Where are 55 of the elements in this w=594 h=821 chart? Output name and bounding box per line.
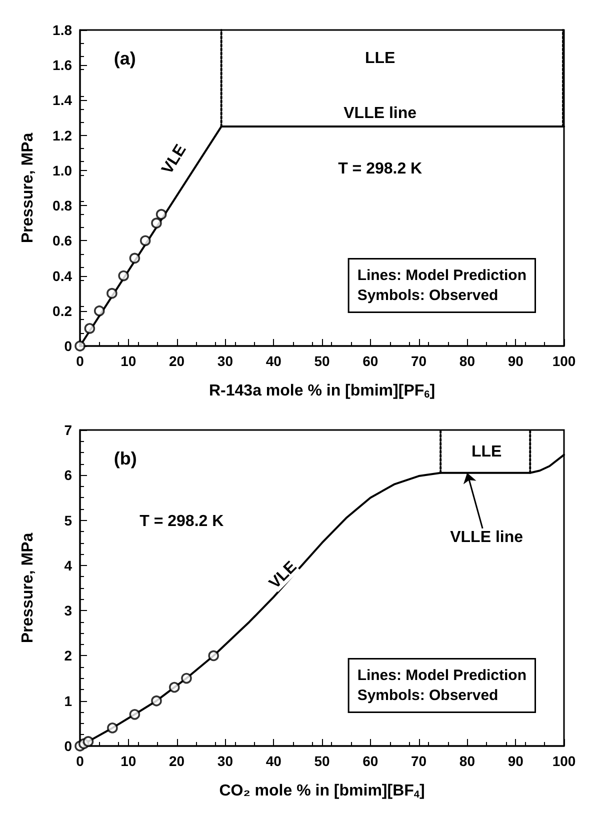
annotation: VLE bbox=[266, 558, 301, 592]
y-axis-title: Pressure, MPa bbox=[20, 532, 36, 644]
x-tick-label: 100 bbox=[552, 753, 576, 769]
x-tick-label: 90 bbox=[508, 753, 524, 769]
x-tick-label: 50 bbox=[314, 753, 330, 769]
y-tick-label: 1.6 bbox=[52, 57, 72, 74]
y-tick-label: 6 bbox=[64, 467, 72, 484]
y-tick-label: 0 bbox=[64, 738, 72, 754]
annotation: (b) bbox=[114, 448, 137, 468]
x-tick-label: 40 bbox=[266, 753, 282, 769]
annotation: Symbols: Observed bbox=[357, 687, 498, 704]
x-tick-label: 0 bbox=[76, 353, 84, 369]
x-tick-label: 50 bbox=[314, 353, 330, 369]
y-tick-label: 0.8 bbox=[52, 198, 72, 214]
x-tick-label: 30 bbox=[217, 753, 234, 769]
y-axis-title: Pressure, MPa bbox=[20, 132, 36, 244]
annotation: Lines: Model Prediction bbox=[357, 267, 527, 284]
y-tick-label: 0 bbox=[64, 338, 72, 354]
y-tick-label: 3 bbox=[64, 602, 72, 619]
annotation: LLE bbox=[471, 444, 502, 461]
y-tick-label: 7 bbox=[64, 422, 72, 438]
annotation: T = 298.2 K bbox=[338, 160, 423, 178]
y-tick-label: 1.4 bbox=[52, 92, 72, 108]
y-tick-label: 1.2 bbox=[52, 127, 72, 144]
annotation: VLLE line bbox=[344, 105, 417, 122]
x-tick-label: 90 bbox=[508, 353, 524, 369]
y-tick-label: 0.2 bbox=[52, 302, 72, 319]
x-tick-label: 30 bbox=[217, 353, 234, 369]
y-tick-label: 2 bbox=[64, 648, 72, 664]
x-tick-label: 40 bbox=[266, 353, 282, 369]
annotation: Symbols: Observed bbox=[357, 287, 498, 304]
annotation: T = 298.2 K bbox=[140, 513, 224, 530]
y-tick-label: 4 bbox=[64, 557, 72, 574]
x-tick-label: 100 bbox=[552, 353, 576, 369]
y-tick-label: 1.0 bbox=[52, 162, 72, 178]
x-tick-label: 20 bbox=[169, 753, 185, 769]
x-tick-label: 20 bbox=[169, 353, 185, 369]
annotation: (a) bbox=[114, 48, 136, 68]
y-tick-label: 1.8 bbox=[52, 22, 72, 38]
x-tick-label: 10 bbox=[120, 353, 136, 369]
x-tick-label: 0 bbox=[76, 753, 84, 769]
x-tick-label: 60 bbox=[362, 353, 378, 369]
x-tick-label: 60 bbox=[362, 753, 378, 769]
annotation: LLE bbox=[364, 50, 396, 67]
y-tick-label: 0.4 bbox=[52, 268, 72, 284]
y-tick-label: 1 bbox=[64, 692, 72, 709]
x-tick-label: 70 bbox=[411, 353, 427, 369]
x-tick-label: 80 bbox=[459, 353, 476, 369]
y-tick-label: 0.6 bbox=[52, 232, 72, 249]
x-tick-label: 70 bbox=[411, 753, 427, 769]
x-tick-label: 10 bbox=[120, 753, 136, 769]
annotation: VLLE line bbox=[450, 528, 524, 546]
x-tick-label: 80 bbox=[459, 753, 476, 769]
annotation: Lines: Model Prediction bbox=[357, 667, 527, 684]
y-tick-label: 5 bbox=[64, 512, 72, 528]
